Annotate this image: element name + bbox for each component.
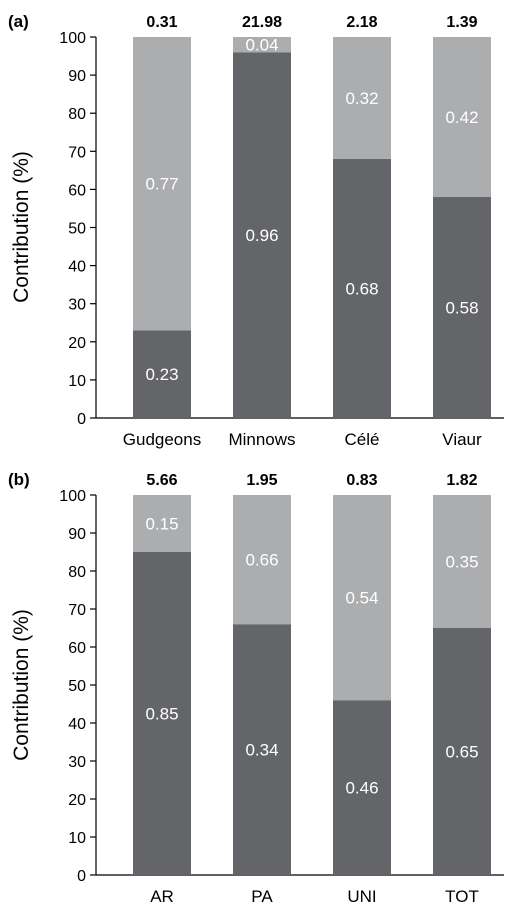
bar-top-label: 2.18 <box>346 14 377 31</box>
y-tick-label: 20 <box>68 792 86 809</box>
bar-top-label: 0.31 <box>146 14 177 31</box>
bar-segment-dark <box>333 700 391 875</box>
bar-value-label: 0.23 <box>145 365 178 384</box>
category-label: Minnows <box>228 430 295 449</box>
bar-segment-dark <box>133 330 191 418</box>
y-axis-title: Contribution (%) <box>10 609 33 761</box>
y-tick-label: 30 <box>68 754 86 771</box>
y-tick-label: 60 <box>68 640 86 657</box>
bar-segment-light <box>433 495 491 628</box>
bar-segment-dark <box>233 624 291 875</box>
bar-value-label: 0.58 <box>445 299 478 318</box>
y-tick-label: 20 <box>68 335 86 352</box>
bar-top-label: 1.95 <box>246 472 277 489</box>
category-label: Viaur <box>442 430 482 449</box>
category-label: PA <box>251 887 273 906</box>
panel-label: (a) <box>8 12 29 31</box>
category-label: UNI <box>347 887 376 906</box>
panel-label: (b) <box>8 470 30 489</box>
bar-value-label: 0.15 <box>145 515 178 534</box>
bar-value-label: 0.65 <box>445 743 478 762</box>
bar-value-label: 0.32 <box>345 89 378 108</box>
y-tick-label: 90 <box>68 526 86 543</box>
bar-segment-light <box>133 37 191 331</box>
y-tick-label: 80 <box>68 564 86 581</box>
bar-value-label: 0.35 <box>445 553 478 572</box>
bar-segment-light <box>233 495 291 625</box>
bar-value-label: 0.46 <box>345 779 378 798</box>
bar-segment-light <box>333 495 391 701</box>
category-label: TOT <box>445 887 479 906</box>
y-tick-label: 40 <box>68 716 86 733</box>
bar-value-label: 0.96 <box>245 226 278 245</box>
category-label: Célé <box>345 430 380 449</box>
bar-segment-dark <box>433 628 491 875</box>
y-tick-label: 60 <box>68 182 86 199</box>
bar-top-label: 5.66 <box>146 472 177 489</box>
bar-top-label: 1.82 <box>446 472 477 489</box>
y-tick-label: 90 <box>68 68 86 85</box>
bar-top-label: 0.83 <box>346 472 377 489</box>
y-tick-label: 50 <box>68 221 86 238</box>
bar-value-label: 0.85 <box>145 705 178 724</box>
y-tick-label: 50 <box>68 678 86 695</box>
bar-segment-light <box>333 37 391 159</box>
y-tick-label: 100 <box>59 488 86 505</box>
bar-value-label: 0.68 <box>345 279 378 298</box>
bar-value-label: 0.54 <box>345 589 378 608</box>
y-tick-label: 70 <box>68 602 86 619</box>
y-tick-label: 80 <box>68 106 86 123</box>
bar-segment-light <box>133 495 191 552</box>
bar-top-label: 1.39 <box>446 14 477 31</box>
y-tick-label: 100 <box>59 30 86 47</box>
y-tick-label: 40 <box>68 259 86 276</box>
panel-b: (b) Contribution (%) 0 10 20 30 40 50 60 70 80 90 10… <box>8 470 504 906</box>
bar-segment-light <box>233 37 291 53</box>
bar-value-label: 0.42 <box>445 108 478 127</box>
bar-segment-dark <box>333 158 391 419</box>
y-axis-title: Contribution (%) <box>10 151 33 303</box>
y-tick-label: 10 <box>68 373 86 390</box>
y-tick-label: 30 <box>68 297 86 314</box>
panel-a: (a) Contribution (%) 0 10 20 30 40 50 60 70 80 90 10… <box>8 12 504 449</box>
bar-value-label: 0.04 <box>245 36 278 55</box>
bar-top-label: 21.98 <box>242 14 282 31</box>
y-tick-label: 70 <box>68 144 86 161</box>
bar-segment-light <box>433 37 491 198</box>
y-tick-label: 0 <box>77 868 86 885</box>
bar-value-label: 0.34 <box>245 741 278 760</box>
bar-value-label: 0.66 <box>245 551 278 570</box>
bar-value-label: 0.77 <box>145 175 178 194</box>
bar-segment-dark <box>433 197 491 418</box>
category-label: AR <box>150 887 174 906</box>
category-label: Gudgeons <box>123 430 201 449</box>
y-tick-label: 10 <box>68 830 86 847</box>
y-tick-label: 0 <box>77 411 86 428</box>
bar-segment-dark <box>133 552 191 875</box>
bar-segment-dark <box>233 52 291 419</box>
